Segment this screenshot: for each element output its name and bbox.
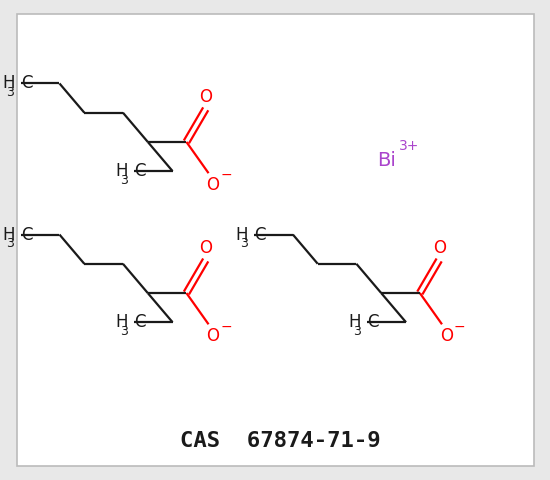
Text: O: O [206, 327, 219, 345]
Text: 3: 3 [7, 237, 14, 250]
Text: C: C [254, 226, 266, 243]
Text: O: O [206, 176, 219, 194]
Text: H: H [2, 226, 14, 243]
Text: CAS  67874-71-9: CAS 67874-71-9 [180, 432, 381, 452]
Text: −: − [221, 168, 232, 182]
Text: C: C [21, 74, 32, 93]
Text: H: H [2, 74, 14, 93]
Text: H: H [349, 313, 361, 331]
Text: C: C [134, 313, 145, 331]
Text: C: C [134, 162, 145, 180]
Text: −: − [454, 319, 465, 334]
Text: O: O [440, 327, 453, 345]
Text: O: O [433, 240, 446, 257]
Text: H: H [115, 313, 128, 331]
Text: 3: 3 [240, 237, 248, 250]
Text: O: O [199, 240, 212, 257]
Text: C: C [21, 226, 32, 243]
Text: C: C [367, 313, 379, 331]
Text: 3: 3 [120, 325, 128, 338]
Text: Bi: Bi [377, 151, 396, 170]
Text: H: H [115, 162, 128, 180]
Text: 3+: 3+ [399, 139, 420, 153]
Text: 3: 3 [7, 86, 14, 99]
Text: 3: 3 [353, 325, 361, 338]
Text: 3: 3 [120, 174, 128, 187]
Text: H: H [235, 226, 248, 243]
Text: −: − [221, 319, 232, 334]
Text: O: O [199, 88, 212, 106]
